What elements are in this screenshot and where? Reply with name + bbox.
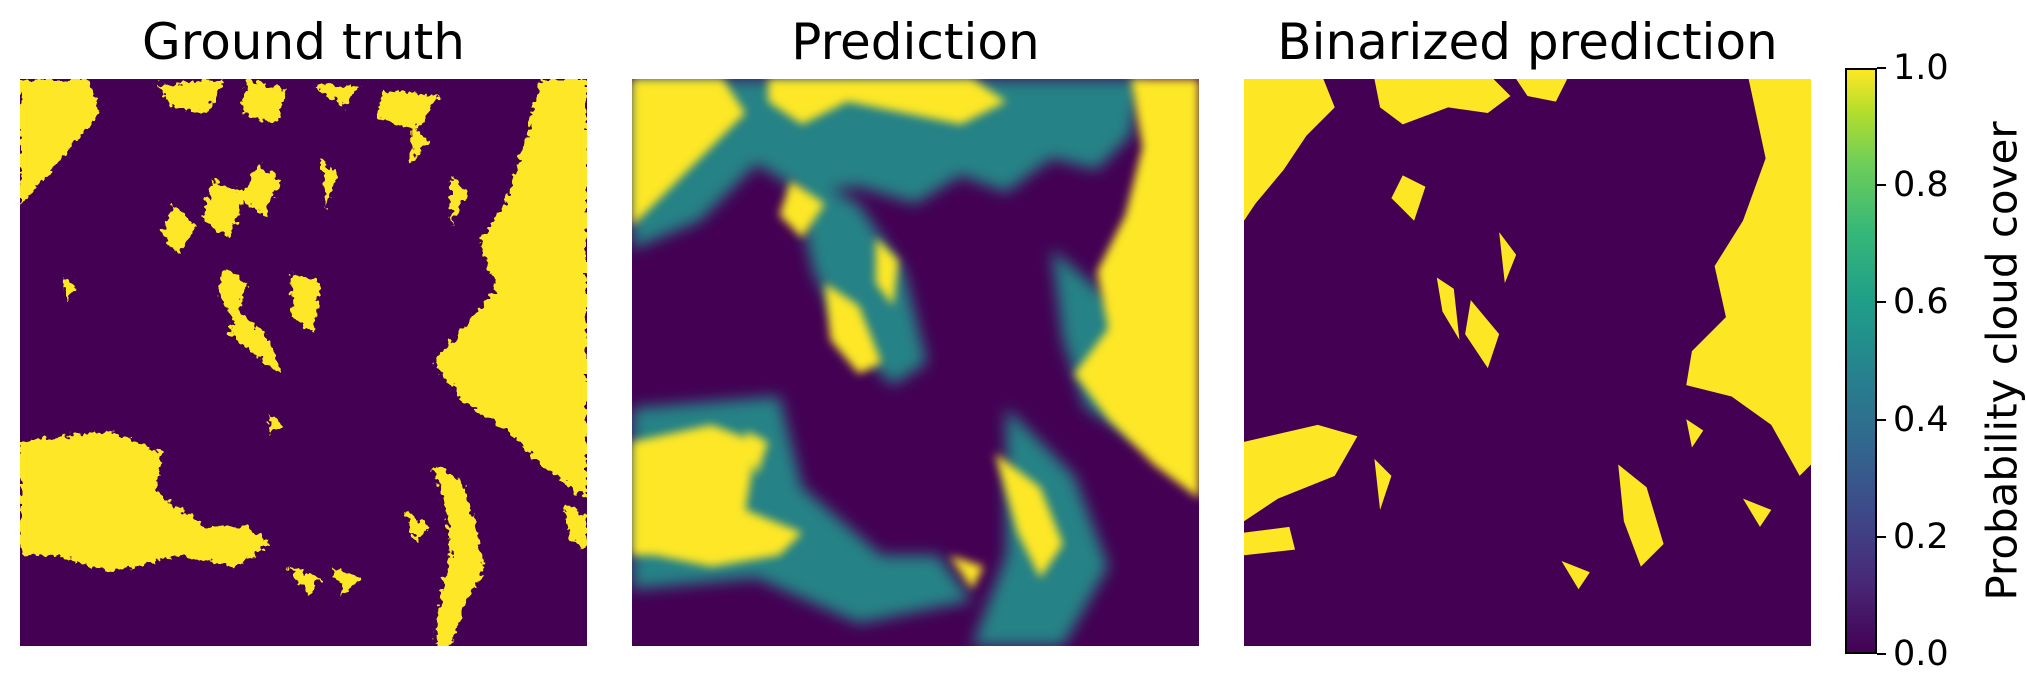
prediction-heatmap (632, 79, 1199, 646)
colorbar-tick-label: 0.4 (1893, 399, 1949, 440)
ground-truth-heatmap (20, 79, 587, 646)
cloud-region (994, 453, 1063, 578)
colorbar-tick-label: 0.2 (1893, 516, 1949, 557)
cloud-region (1516, 79, 1568, 102)
cloud-region (564, 504, 587, 550)
cloud-region (241, 79, 287, 125)
cloud-region (433, 464, 485, 646)
cloud-region (269, 413, 281, 437)
colorbar-tick (1877, 184, 1886, 187)
panel-title-binarized-prediction: Binarized prediction (1277, 13, 1778, 71)
cloud-halo (790, 169, 927, 386)
cloud-region (1034, 509, 1052, 539)
colorbar-tick-label: 0.0 (1893, 634, 1949, 674)
cloud-region (161, 203, 196, 255)
cloud-region (949, 555, 984, 590)
colorbar-tick (1877, 653, 1886, 655)
colorbar-tick-label: 0.6 (1893, 282, 1949, 323)
cloud-region (320, 158, 338, 210)
cloud-halo (632, 79, 1143, 250)
cloud-region (20, 79, 100, 204)
colorbar-tick (1877, 301, 1886, 304)
cloud-region (1742, 498, 1772, 527)
panel-title-ground-truth: Ground truth (142, 13, 465, 71)
colorbar-tick (1877, 535, 1886, 538)
cloud-region (292, 271, 321, 335)
cloud-region (779, 181, 825, 238)
cloud-region (768, 79, 1007, 125)
cloud-region (1618, 464, 1664, 567)
colorbar-tick-label: 1.0 (1893, 48, 1949, 88)
cloud-region (286, 566, 321, 595)
cloud-region (1465, 300, 1500, 369)
cloud-region (241, 164, 281, 216)
cloud-region (201, 181, 247, 238)
cloud-region (1499, 232, 1517, 284)
cloud-region (1436, 277, 1460, 340)
cloud-region (875, 237, 899, 306)
panel-title-prediction: Prediction (791, 13, 1040, 71)
cloud-region (433, 79, 587, 499)
cloud-region (1074, 79, 1199, 499)
cloud-region (632, 424, 803, 567)
cloud-region (1244, 424, 1358, 522)
cloud-region (1374, 458, 1392, 510)
cloud-region (314, 84, 361, 108)
cloud-region (1244, 526, 1296, 556)
colorbar-tick (1877, 67, 1886, 69)
cloud-region (65, 277, 77, 301)
cloud-region (1391, 175, 1426, 221)
cloud-region (405, 509, 429, 544)
cloud-region (1686, 79, 1811, 476)
cloud-region (377, 90, 440, 131)
cloud-region (1561, 560, 1590, 590)
colorbar-title: Probability cloud cover (1977, 121, 2026, 601)
cloud-region (218, 266, 247, 323)
cloud-region (824, 283, 882, 374)
cloud-region (745, 430, 769, 476)
cloud-region (156, 79, 225, 114)
cloud-region (411, 124, 429, 165)
cloud-region (229, 305, 281, 374)
colorbar-tick-label: 0.8 (1893, 165, 1949, 206)
cloud-region (1244, 79, 1335, 221)
cloud-region (1374, 79, 1511, 125)
cloud-region (331, 566, 361, 595)
cloud-region (632, 79, 746, 227)
cloud-region (20, 430, 270, 573)
binarized-prediction-heatmap (1244, 79, 1811, 646)
colorbar (1845, 68, 1877, 654)
colorbar-tick (1877, 418, 1886, 421)
